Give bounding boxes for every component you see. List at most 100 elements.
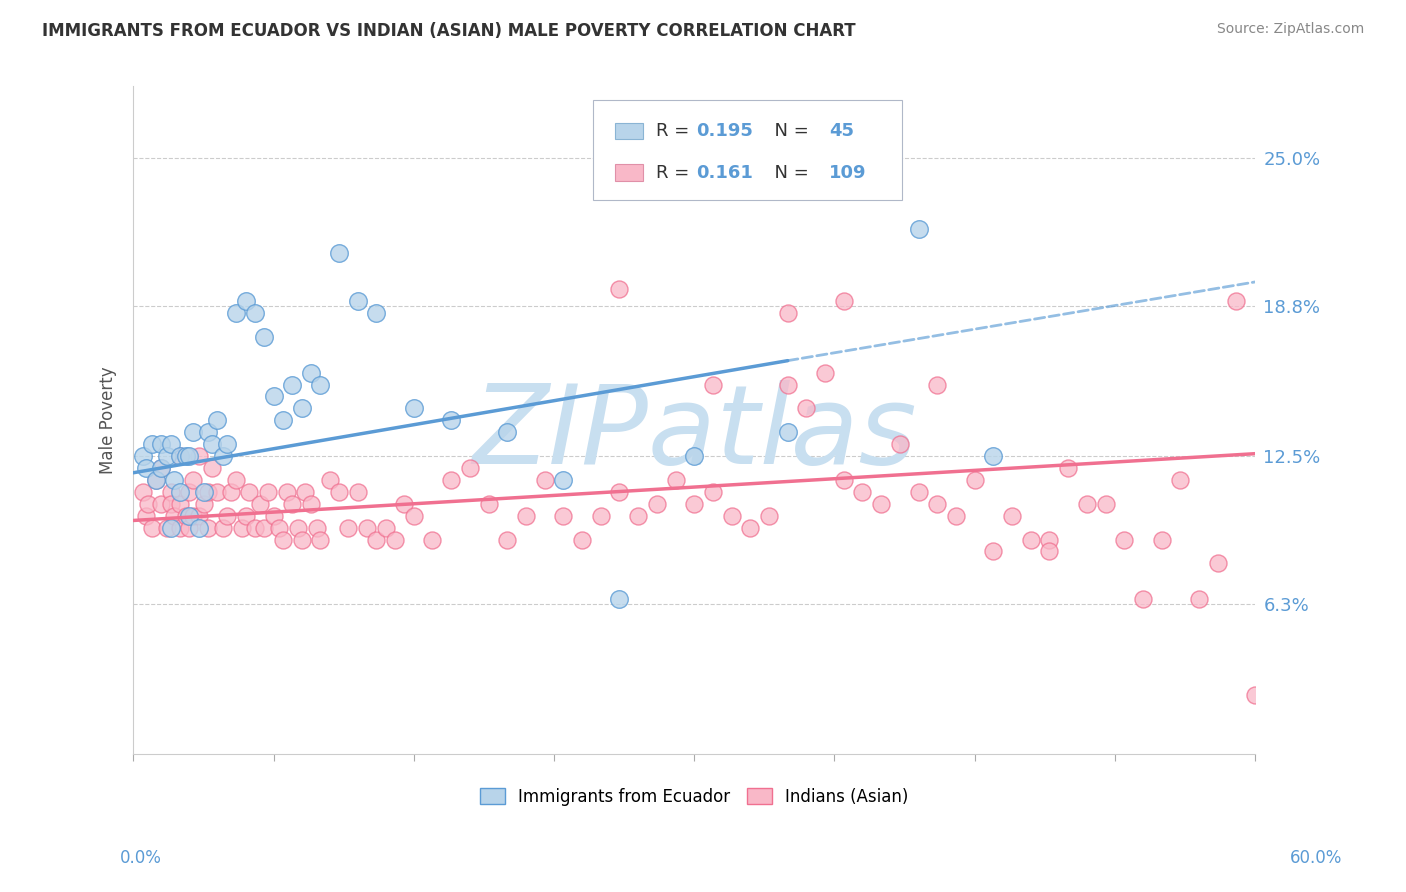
- Point: [169, 449, 191, 463]
- Point: [776, 377, 799, 392]
- Point: [305, 520, 328, 534]
- Point: [553, 473, 575, 487]
- Point: [1168, 473, 1191, 487]
- Point: [458, 461, 481, 475]
- Point: [225, 473, 247, 487]
- Point: [135, 508, 157, 523]
- Point: [851, 484, 873, 499]
- Point: [197, 484, 219, 499]
- Point: [832, 293, 855, 308]
- Point: [1206, 557, 1229, 571]
- Point: [337, 520, 360, 534]
- FancyBboxPatch shape: [614, 123, 643, 139]
- Point: [150, 497, 173, 511]
- Point: [174, 508, 197, 523]
- Point: [299, 497, 322, 511]
- Point: [291, 401, 314, 416]
- Point: [212, 449, 235, 463]
- Y-axis label: Male Poverty: Male Poverty: [100, 367, 117, 474]
- Point: [983, 449, 1005, 463]
- Point: [179, 508, 201, 523]
- Point: [1019, 533, 1042, 547]
- Point: [243, 520, 266, 534]
- Text: Source: ZipAtlas.com: Source: ZipAtlas.com: [1216, 22, 1364, 37]
- Point: [169, 484, 191, 499]
- Point: [131, 449, 153, 463]
- Point: [1001, 508, 1024, 523]
- Point: [963, 473, 986, 487]
- Point: [201, 437, 224, 451]
- Point: [299, 366, 322, 380]
- Point: [440, 413, 463, 427]
- Point: [271, 413, 294, 427]
- Point: [169, 449, 191, 463]
- Text: N =: N =: [762, 163, 814, 181]
- Point: [907, 222, 929, 236]
- Text: R =: R =: [657, 163, 695, 181]
- Point: [496, 533, 519, 547]
- Point: [287, 520, 309, 534]
- Point: [235, 508, 257, 523]
- Point: [1057, 461, 1080, 475]
- Point: [253, 330, 276, 344]
- Point: [477, 497, 499, 511]
- Point: [1038, 533, 1060, 547]
- Point: [187, 449, 209, 463]
- Point: [1076, 497, 1098, 511]
- Point: [366, 306, 388, 320]
- Point: [141, 520, 163, 534]
- Point: [281, 497, 304, 511]
- Text: 109: 109: [830, 163, 866, 181]
- Point: [1225, 293, 1247, 308]
- Point: [983, 544, 1005, 558]
- Text: ZIPatlas: ZIPatlas: [472, 380, 917, 487]
- Point: [927, 377, 949, 392]
- Point: [609, 484, 631, 499]
- Point: [1114, 533, 1136, 547]
- Point: [294, 484, 316, 499]
- Point: [515, 508, 537, 523]
- Point: [193, 497, 215, 511]
- Point: [346, 484, 368, 499]
- Point: [181, 473, 204, 487]
- Point: [589, 508, 612, 523]
- FancyBboxPatch shape: [593, 100, 901, 200]
- Point: [159, 520, 181, 534]
- Point: [1244, 688, 1267, 702]
- Point: [141, 437, 163, 451]
- Point: [269, 520, 291, 534]
- Point: [720, 508, 742, 523]
- Point: [945, 508, 967, 523]
- Point: [263, 389, 285, 403]
- Point: [346, 293, 368, 308]
- Point: [553, 508, 575, 523]
- Point: [440, 473, 463, 487]
- Point: [163, 473, 186, 487]
- Text: 60.0%: 60.0%: [1291, 849, 1343, 867]
- Point: [609, 282, 631, 296]
- Point: [135, 461, 157, 475]
- Point: [131, 484, 153, 499]
- Text: N =: N =: [762, 122, 814, 140]
- Point: [309, 533, 332, 547]
- Text: IMMIGRANTS FROM ECUADOR VS INDIAN (ASIAN) MALE POVERTY CORRELATION CHART: IMMIGRANTS FROM ECUADOR VS INDIAN (ASIAN…: [42, 22, 856, 40]
- Point: [328, 484, 350, 499]
- Point: [159, 497, 181, 511]
- Point: [291, 533, 314, 547]
- Point: [181, 508, 204, 523]
- Point: [181, 425, 204, 440]
- Text: 45: 45: [830, 122, 853, 140]
- Point: [238, 484, 260, 499]
- Point: [212, 520, 235, 534]
- Point: [207, 413, 229, 427]
- Point: [187, 508, 209, 523]
- Point: [187, 520, 209, 534]
- Point: [683, 497, 706, 511]
- Point: [645, 497, 668, 511]
- Text: 0.161: 0.161: [696, 163, 754, 181]
- Point: [683, 449, 706, 463]
- Point: [318, 473, 340, 487]
- Point: [394, 497, 416, 511]
- Point: [257, 484, 280, 499]
- Point: [215, 508, 238, 523]
